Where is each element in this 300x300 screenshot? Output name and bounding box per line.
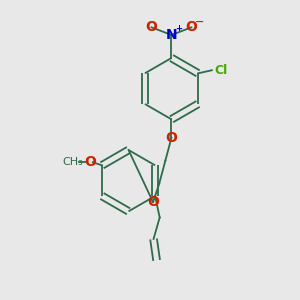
Text: O: O (147, 195, 159, 209)
Text: O: O (84, 155, 96, 169)
Text: −: − (195, 17, 205, 27)
Text: O: O (146, 20, 158, 34)
Text: O: O (185, 20, 197, 34)
Text: Cl: Cl (214, 64, 228, 77)
Text: +: + (175, 24, 182, 33)
Text: CH₃: CH₃ (62, 157, 83, 167)
Text: O: O (166, 131, 177, 145)
Text: N: N (166, 28, 177, 42)
